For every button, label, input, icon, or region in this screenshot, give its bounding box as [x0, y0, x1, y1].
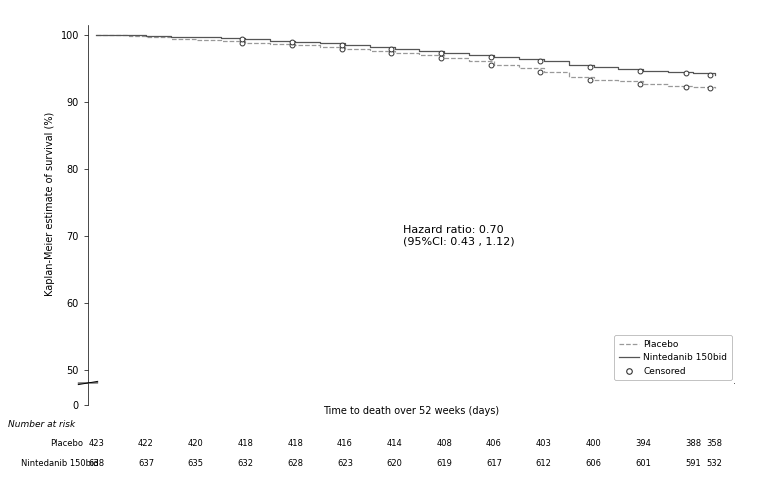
Text: 394: 394	[635, 439, 651, 448]
Text: 403: 403	[536, 439, 552, 448]
Nintedanib 150bid	[390, 46, 399, 52]
Text: 612: 612	[536, 459, 552, 468]
Nintedanib 150bid	[92, 31, 101, 37]
Placebo	[142, 34, 151, 40]
Text: 388: 388	[685, 439, 701, 448]
Text: 416: 416	[337, 439, 353, 448]
Text: 418: 418	[287, 439, 303, 448]
Text: 591: 591	[685, 459, 701, 468]
Placebo	[663, 82, 672, 88]
Placebo	[564, 74, 573, 80]
Text: Number at risk: Number at risk	[8, 420, 75, 429]
Text: 619: 619	[436, 459, 452, 468]
Text: 423: 423	[88, 439, 104, 448]
Placebo	[415, 53, 424, 58]
Text: Nintedanib 150bid: Nintedanib 150bid	[21, 459, 99, 468]
Nintedanib 150bid	[464, 53, 474, 58]
Nintedanib 150bid	[415, 49, 424, 55]
Line: Placebo: Placebo	[96, 34, 715, 88]
Placebo	[125, 33, 134, 39]
Text: 406: 406	[486, 439, 502, 448]
Placebo	[291, 42, 300, 48]
Placebo	[92, 31, 101, 37]
Text: 414: 414	[387, 439, 402, 448]
Nintedanib 150bid	[365, 44, 374, 50]
Placebo	[710, 85, 719, 91]
Line: Nintedanib 150bid: Nintedanib 150bid	[96, 34, 715, 75]
Placebo	[340, 46, 350, 52]
Text: 606: 606	[585, 459, 601, 468]
Nintedanib 150bid	[291, 39, 300, 45]
Text: 637: 637	[138, 459, 154, 468]
Placebo	[514, 65, 523, 71]
Text: 638: 638	[88, 459, 104, 468]
Nintedanib 150bid	[315, 40, 324, 46]
Nintedanib 150bid	[564, 62, 573, 68]
Nintedanib 150bid	[710, 72, 719, 78]
Placebo	[265, 41, 275, 47]
Placebo	[464, 58, 474, 64]
Nintedanib 150bid	[688, 71, 698, 77]
Nintedanib 150bid	[614, 66, 623, 72]
Text: 617: 617	[486, 459, 502, 468]
Nintedanib 150bid	[125, 32, 134, 38]
Nintedanib 150bid	[265, 38, 275, 44]
Text: 601: 601	[635, 459, 651, 468]
Placebo	[390, 51, 399, 56]
Text: 418: 418	[237, 439, 253, 448]
Placebo	[315, 44, 324, 50]
Placebo	[614, 79, 623, 84]
Placebo	[166, 36, 175, 42]
Nintedanib 150bid	[514, 56, 523, 62]
Text: 635: 635	[187, 459, 203, 468]
Y-axis label: Kaplan-Meier estimate of survival (%): Kaplan-Meier estimate of survival (%)	[45, 111, 55, 296]
Nintedanib 150bid	[109, 31, 118, 37]
Legend: Placebo, Nintedanib 150bid, Censored: Placebo, Nintedanib 150bid, Censored	[614, 335, 731, 380]
Placebo	[589, 77, 598, 83]
Nintedanib 150bid	[216, 35, 225, 41]
Nintedanib 150bid	[539, 58, 549, 64]
Text: Hazard ratio: 0.70
(95%CI: 0.43 , 1.12): Hazard ratio: 0.70 (95%CI: 0.43 , 1.12)	[403, 225, 515, 246]
Text: 422: 422	[138, 439, 154, 448]
Placebo	[191, 37, 200, 43]
Text: 400: 400	[586, 439, 601, 448]
Text: 358: 358	[707, 439, 722, 448]
Placebo	[109, 32, 118, 38]
Text: 628: 628	[287, 459, 303, 468]
Nintedanib 150bid	[663, 69, 672, 75]
Text: 420: 420	[188, 439, 203, 448]
Placebo	[539, 69, 549, 75]
Nintedanib 150bid	[490, 55, 499, 60]
Text: 532: 532	[707, 459, 722, 468]
Placebo	[639, 81, 648, 86]
Text: 408: 408	[436, 439, 452, 448]
Text: 632: 632	[237, 459, 253, 468]
Nintedanib 150bid	[440, 51, 449, 56]
Placebo	[490, 62, 499, 68]
Placebo	[365, 49, 374, 55]
Nintedanib 150bid	[639, 68, 648, 74]
Text: Placebo: Placebo	[50, 439, 83, 448]
X-axis label: Time to death over 52 weeks (days): Time to death over 52 weeks (days)	[323, 406, 500, 416]
Nintedanib 150bid	[589, 64, 598, 70]
Nintedanib 150bid	[340, 42, 350, 48]
Nintedanib 150bid	[191, 34, 200, 40]
Placebo	[241, 40, 250, 46]
Nintedanib 150bid	[241, 36, 250, 42]
Placebo	[216, 38, 225, 44]
Nintedanib 150bid	[166, 34, 175, 40]
Text: 623: 623	[337, 459, 353, 468]
Text: 620: 620	[386, 459, 402, 468]
Placebo	[440, 55, 449, 61]
Placebo	[688, 84, 698, 90]
Nintedanib 150bid	[142, 33, 151, 39]
